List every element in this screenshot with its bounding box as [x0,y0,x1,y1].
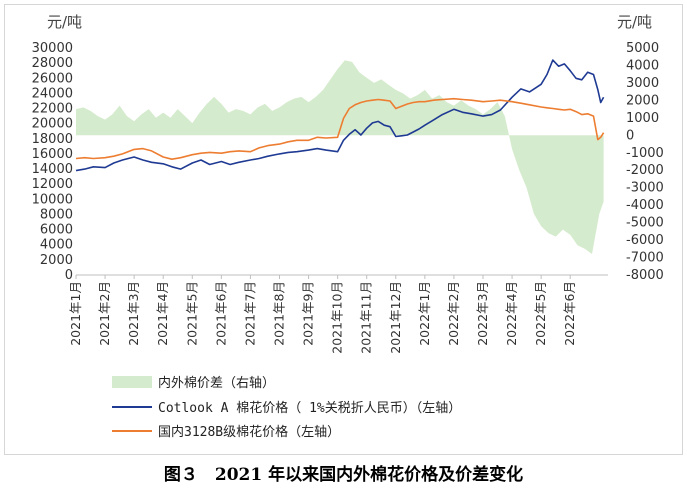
left-tick-label: 28000 [32,56,73,71]
left-tick-label: 12000 [32,177,73,192]
right-tick-label: -3000 [626,181,664,196]
right-tick-label: -8000 [626,268,664,283]
left-tick-label: 26000 [32,71,73,86]
legend-label-domestic: 国内3128B级棉花价格（左轴） [158,425,341,440]
x-tick-label: 2021年8月 [271,281,286,346]
left-tick-label: 18000 [32,132,73,147]
left-tick-label: 0 [65,268,73,283]
x-tick-label: 2021年7月 [242,281,257,346]
legend-label-spread: 内外棉价差（右轴） [158,376,276,391]
chart: 0200040006000800010000120001400016000180… [32,13,664,354]
legend-item-cotlook: Cotlook A 棉花价格（ 1%关税折人民币）（左轴） [112,397,461,416]
right-axis-unit: 元/吨 [617,13,652,31]
x-tick-label: 2021年2月 [97,281,112,346]
x-tick-label: 2022年1月 [417,281,432,346]
legend-swatch-area [112,375,152,388]
x-tick-label: 2021年12月 [388,281,403,354]
right-tick-label: 4000 [626,58,659,73]
legend-item-domestic: 国内3128B级棉花价格（左轴） [112,421,340,440]
left-tick-label: 30000 [32,41,73,56]
left-tick-label: 10000 [32,192,73,207]
left-tick-label: 16000 [32,147,73,162]
right-tick-label: 1000 [626,111,659,126]
left-tick-label: 4000 [40,238,73,253]
x-tick-label: 2021年5月 [184,281,199,346]
x-tick-label: 2021年4月 [155,281,170,346]
right-tick-label: 5000 [626,41,659,56]
x-tick-label: 2022年4月 [504,281,519,346]
x-tick-label: 2021年3月 [126,281,141,346]
right-tick-label: -7000 [626,251,664,266]
left-tick-label: 6000 [40,223,73,238]
series-spread-area [76,60,604,255]
right-tick-label: -6000 [626,233,664,248]
series-domestic-line [75,97,605,160]
x-tick-label: 2021年6月 [213,281,228,346]
left-axis-unit: 元/吨 [47,13,82,31]
x-tick-label: 2021年1月 [68,281,83,346]
x-tick-label: 2021年11月 [359,281,374,354]
left-tick-label: 20000 [32,117,73,132]
right-tick-label: 0 [626,128,634,143]
right-tick-label: 3000 [626,76,659,91]
legend-item-spread: 内外棉价差（右轴） [112,372,275,391]
left-tick-label: 8000 [40,207,73,222]
series-cotlook-line [75,59,605,172]
x-tick-label: 2021年10月 [330,281,345,354]
legend-swatch-domestic [112,429,152,432]
chart-frame: 0 2000 4000 6000 8000 10000 12000 14000 16000 180… [4,4,683,455]
right-tick-label: -1000 [626,146,664,161]
x-tick-label: 2022年3月 [475,281,490,346]
x-tick-label: 2021年9月 [301,281,316,346]
right-tick-label: 2000 [626,93,659,108]
left-tick-label: 24000 [32,86,73,101]
right-tick-label: -4000 [626,198,664,213]
left-tick-label: 22000 [32,102,73,117]
legend-swatch-cotlook [112,405,152,408]
x-tick-label: 2022年5月 [533,281,548,346]
x-tick-label: 2022年6月 [562,281,577,346]
legend-label-cotlook: Cotlook A 棉花价格（ 1%关税折人民币）（左轴） [158,401,462,416]
x-tick-label: 2022年2月 [446,281,461,346]
left-tick-label: 2000 [40,253,73,268]
right-tick-label: -2000 [626,163,664,178]
figure-caption: 图３ 2021 年以来国内外棉花价格及价差变化 [163,465,524,485]
left-tick-label: 14000 [32,162,73,177]
right-tick-label: -5000 [626,216,664,231]
